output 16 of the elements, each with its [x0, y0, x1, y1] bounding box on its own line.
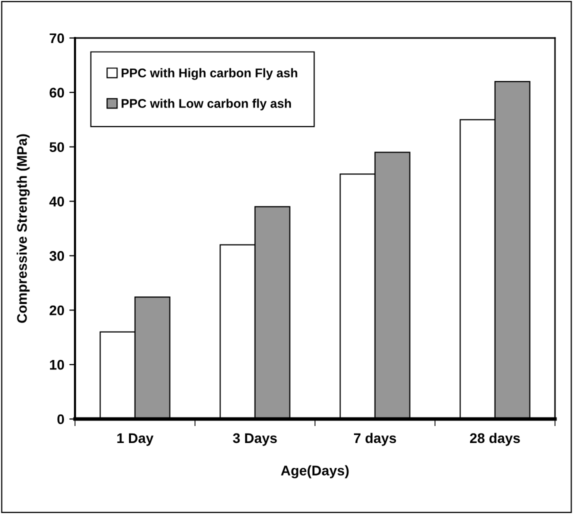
- y-axis-title: Compressive Strength (MPa): [16, 134, 30, 323]
- y-tick-label: 30: [49, 251, 64, 261]
- y-tick-label: 20: [50, 305, 64, 316]
- y-tick-label: 0: [57, 414, 64, 424]
- y-tick-label: 40: [49, 196, 64, 206]
- y-tick-label: 70: [50, 33, 64, 44]
- x-tick-label: 28 days: [470, 432, 520, 446]
- y-tick-label: 50: [50, 142, 64, 152]
- legend-label: PPC with High carbon Fly ash: [122, 68, 298, 80]
- x-tick-label: 7 days: [354, 432, 396, 446]
- x-tick-label: 3 Days: [232, 433, 277, 446]
- legend-label: PPC with Low carbon fly ash: [122, 98, 291, 110]
- x-axis-title: Age(Days): [281, 465, 349, 478]
- y-tick-label: 60: [50, 88, 64, 98]
- y-tick-label: 10: [50, 360, 64, 370]
- x-tick-label: 1 Day: [117, 433, 154, 446]
